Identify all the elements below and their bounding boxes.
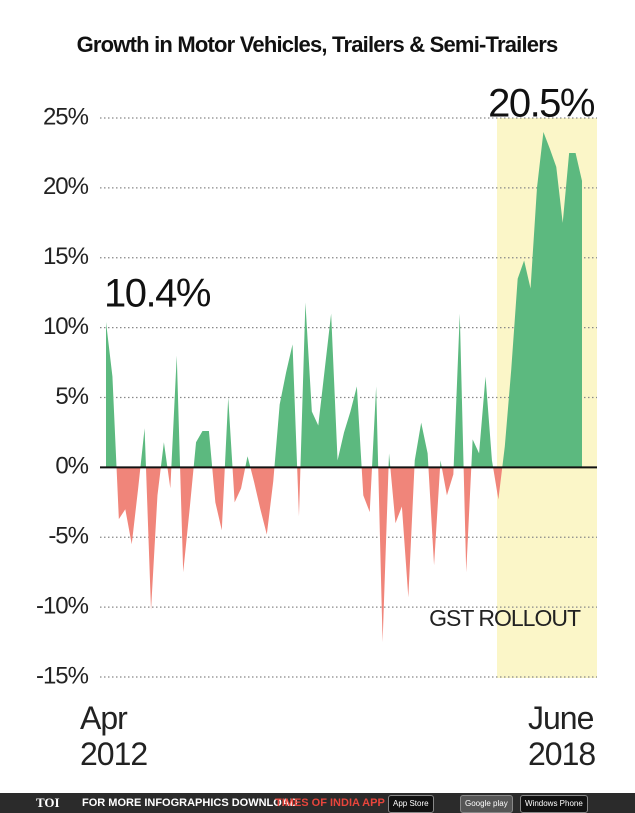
- footer: TOI FOR MORE INFOGRAPHICS DOWNLOAD TIMES…: [0, 793, 635, 813]
- x-tick-label: Apr 2012: [80, 700, 148, 772]
- value-label: 10.4%: [104, 272, 211, 316]
- y-tick-label: 0%: [55, 453, 88, 480]
- y-tick-label: 5%: [55, 383, 88, 410]
- area-positive: [106, 131, 582, 467]
- chart: Growth in Motor Vehicles, Trailers & Sem…: [36, 32, 597, 689]
- y-tick-label: -15%: [36, 662, 89, 689]
- app-store-badge[interactable]: App Store: [388, 795, 434, 813]
- y-tick-label: -10%: [36, 592, 89, 619]
- footer-app: TIMES OF INDIA APP: [275, 797, 385, 809]
- footer-brand: TOI: [36, 795, 60, 810]
- y-tick-label: 25%: [43, 103, 89, 130]
- y-tick-label: 15%: [43, 243, 89, 270]
- annotation: GST ROLLOUT: [429, 605, 581, 631]
- chart-title: Growth in Motor Vehicles, Trailers & Sem…: [77, 32, 558, 57]
- annotation-text: GST ROLLOUT: [429, 605, 581, 631]
- value-label: 20.5%: [488, 82, 595, 126]
- area-negative: [106, 467, 582, 643]
- footer-text: FOR MORE INFOGRAPHICS DOWNLOAD: [82, 797, 298, 809]
- y-tick-label: 10%: [43, 313, 89, 340]
- y-tick-label: -5%: [48, 523, 88, 550]
- windows-phone-badge[interactable]: Windows Phone: [520, 795, 588, 813]
- y-tick-label: 20%: [43, 173, 89, 200]
- x-tick-label: June 2018: [528, 700, 596, 772]
- google-play-badge[interactable]: Google play: [460, 795, 513, 813]
